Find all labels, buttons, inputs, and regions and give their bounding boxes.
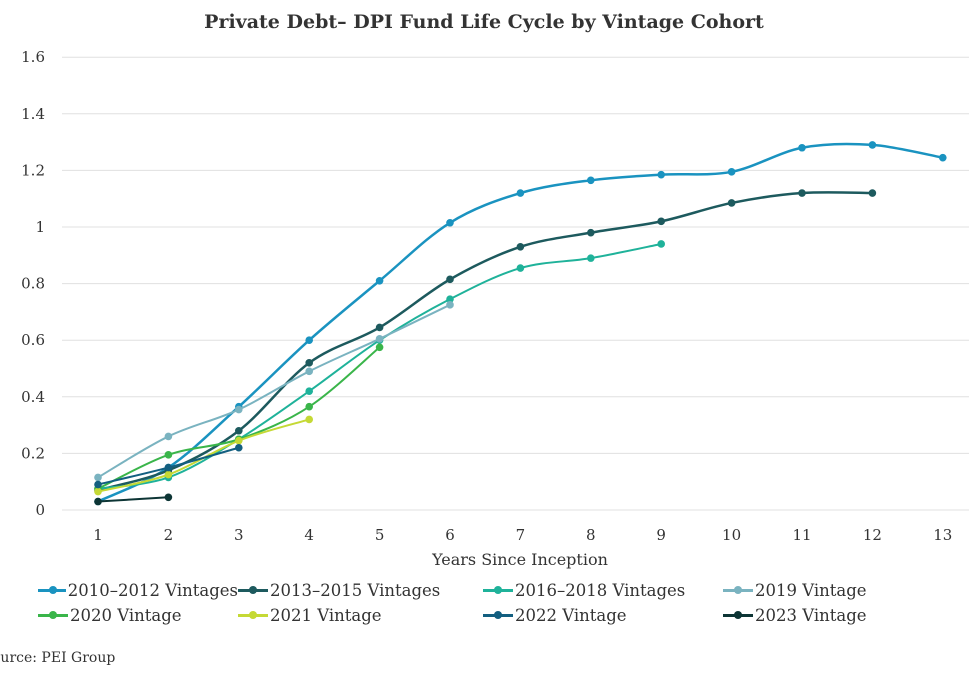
data-point	[375, 276, 384, 285]
data-point	[235, 443, 243, 452]
legend-item: 2016–2018 Vintages	[483, 581, 723, 600]
legend-swatch	[483, 611, 513, 619]
data-point	[94, 497, 102, 506]
legend-swatch	[238, 586, 268, 594]
x-tick-label: 2	[164, 526, 174, 544]
data-point	[164, 451, 173, 459]
data-point	[305, 367, 314, 376]
legend-label: 2021 Vintage	[270, 606, 382, 625]
data-point	[305, 359, 314, 367]
legend-item: 2021 Vintage	[238, 606, 483, 625]
y-tick-label: 1.2	[21, 161, 45, 179]
y-tick-label: 0.4	[21, 388, 45, 406]
data-point	[868, 141, 877, 149]
legend-item: 2022 Vintage	[483, 606, 723, 625]
data-point	[164, 432, 173, 441]
data-point	[657, 170, 665, 179]
legend-swatch	[723, 586, 753, 594]
data-point	[164, 463, 173, 472]
y-tick-label: 1.6	[21, 48, 45, 66]
legend-label: 2023 Vintage	[755, 606, 867, 625]
x-tick-label: 9	[656, 526, 666, 544]
data-point	[305, 336, 314, 345]
legend-label: 2016–2018 Vintages	[515, 581, 686, 600]
data-point	[587, 176, 595, 185]
y-tick-label: 0.2	[21, 444, 45, 462]
data-point	[94, 473, 102, 482]
legend-swatch	[723, 611, 753, 619]
data-point	[305, 415, 314, 424]
legend-label: 2020 Vintage	[70, 606, 182, 625]
data-point	[587, 254, 595, 262]
data-point	[94, 480, 102, 489]
data-point	[516, 243, 525, 251]
data-point	[868, 189, 877, 197]
data-point	[516, 264, 525, 272]
series-line	[97, 346, 381, 490]
legend-swatch	[483, 586, 513, 594]
x-tick-label: 12	[863, 526, 882, 544]
x-tick-label: 11	[792, 526, 811, 544]
data-point	[164, 493, 173, 502]
legend-label: 2022 Vintage	[515, 606, 627, 625]
y-tick-label: 0.6	[21, 331, 45, 349]
source-note: ource: PEI Group	[0, 650, 116, 666]
data-point	[446, 295, 454, 303]
data-point	[727, 199, 736, 207]
x-tick-label: 3	[234, 526, 244, 544]
x-tick-label: 8	[586, 526, 596, 544]
legend-swatch	[38, 586, 66, 594]
x-tick-label: 6	[445, 526, 455, 544]
data-point	[164, 470, 173, 479]
data-point	[798, 143, 806, 152]
legend-label: 2010–2012 Vintages	[67, 581, 238, 600]
chart: Private Debt– DPI Fund Life Cycle by Vin…	[21, 11, 969, 569]
legend-item: 2023 Vintage	[723, 606, 923, 625]
x-tick-label: 1	[93, 526, 103, 544]
series-line	[97, 418, 310, 493]
data-point	[798, 189, 806, 197]
x-tick-label: 10	[722, 526, 741, 544]
x-tick-label: 13	[933, 526, 952, 544]
legend-item: 2020 Vintage	[38, 606, 238, 625]
data-point	[446, 218, 454, 227]
legend-item: 2013–2015 Vintages	[238, 581, 483, 600]
data-point	[305, 402, 314, 411]
y-tick-label: 0.8	[21, 275, 45, 293]
legend-swatch	[238, 611, 268, 619]
y-tick-label: 1	[35, 218, 45, 236]
legend-swatch	[38, 611, 68, 619]
series-line	[97, 303, 451, 479]
x-axis-label: Years Since Inception	[431, 550, 608, 569]
data-point	[375, 343, 384, 352]
data-point	[235, 436, 243, 445]
data-point	[94, 487, 102, 496]
data-point	[235, 405, 243, 414]
y-tick-label: 0	[35, 501, 45, 519]
data-point	[235, 426, 243, 435]
y-tick-label: 1.4	[21, 105, 45, 123]
data-point	[375, 334, 384, 343]
legend-label: 2013–2015 Vintages	[270, 581, 441, 600]
data-point	[939, 153, 947, 162]
data-point	[446, 301, 454, 309]
legend-item: 2010–2012 Vintages	[38, 581, 238, 600]
chart-title: Private Debt– DPI Fund Life Cycle by Vin…	[204, 11, 764, 33]
series-line	[97, 496, 169, 503]
data-point	[375, 323, 384, 332]
data-point	[446, 275, 454, 284]
data-point	[657, 217, 665, 226]
x-tick-label: 4	[304, 526, 314, 544]
data-point	[727, 168, 736, 176]
legend-label: 2019 Vintage	[755, 581, 867, 600]
x-tick-label: 5	[375, 526, 385, 544]
x-tick-label: 7	[516, 526, 526, 544]
data-point	[657, 240, 665, 248]
legend: 2010–2012 Vintages 2013–2015 Vintages 2016…	[38, 581, 923, 625]
data-point	[516, 189, 525, 197]
data-point	[305, 387, 314, 395]
data-point	[587, 228, 595, 237]
legend-item: 2019 Vintage	[723, 581, 923, 600]
